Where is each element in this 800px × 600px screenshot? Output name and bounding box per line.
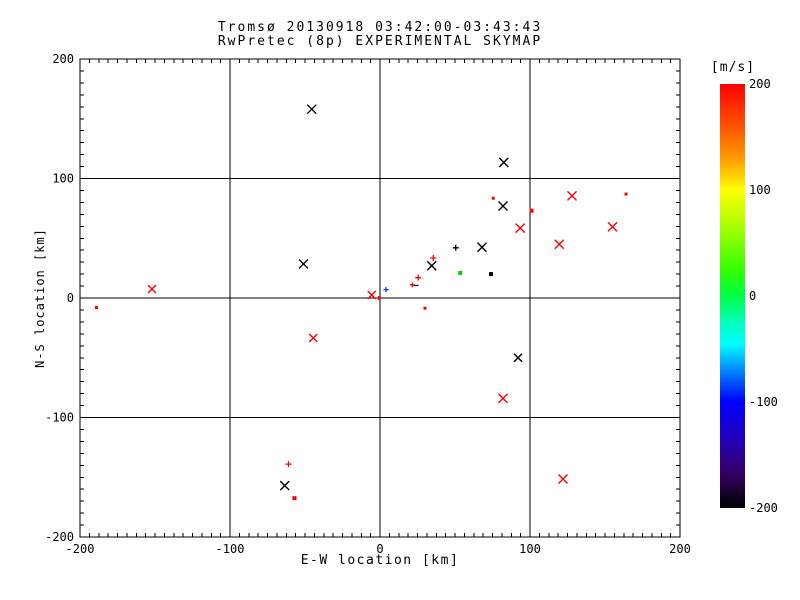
scatter-point-x bbox=[477, 242, 487, 253]
colorbar-tick-label: -100 bbox=[749, 395, 778, 409]
scatter-point-dot bbox=[491, 196, 495, 200]
scatter-point-plus bbox=[383, 287, 389, 293]
scatter-point-plus bbox=[285, 461, 292, 468]
scatter-point-x bbox=[558, 474, 568, 485]
x-axis-label: E-W location [km] bbox=[300, 553, 460, 568]
axis-ticks bbox=[79, 58, 681, 538]
colorbar-unit-label: [m/s] bbox=[710, 60, 756, 75]
scatter-points bbox=[95, 104, 628, 501]
plot-title-line2: RwPretec (8p) EXPERIMENTAL SKYMAP bbox=[217, 34, 543, 49]
scatter-point-x bbox=[498, 157, 509, 168]
scatter-point-x bbox=[367, 290, 377, 300]
y-tick-label: -200 bbox=[45, 530, 74, 544]
colorbar-tick-labels: 200 100 0 -100 -200 bbox=[749, 77, 778, 515]
scatter-point-x bbox=[308, 333, 318, 343]
scatter-point-x bbox=[298, 258, 309, 269]
colorbar-tick-label: 200 bbox=[749, 77, 771, 91]
scatter-point-plus bbox=[430, 254, 437, 261]
scatter-point-plus bbox=[376, 296, 381, 300]
scatter-point-x bbox=[515, 223, 526, 234]
scatter-point-dot bbox=[458, 270, 463, 275]
scatter-point-x bbox=[426, 260, 437, 271]
x-tick-labels: -200 -100 0 100 200 bbox=[66, 542, 691, 556]
scatter-point-dot bbox=[624, 192, 628, 196]
scatter-point-x bbox=[498, 393, 508, 404]
scatter-point-x bbox=[147, 284, 157, 294]
x-tick-label: -100 bbox=[216, 542, 245, 556]
scatter-point-dot bbox=[292, 496, 297, 501]
colorbar-gradient bbox=[720, 84, 745, 508]
scatter-point-dot bbox=[529, 208, 534, 213]
plot-title-line1: Tromsø 20130918 03:42:00-03:43:43 bbox=[217, 20, 543, 35]
scatter-point-dot bbox=[489, 272, 493, 277]
y-tick-label: -100 bbox=[45, 411, 74, 425]
y-tick-label: 0 bbox=[67, 291, 74, 305]
scatter-point-x bbox=[554, 239, 565, 250]
x-tick-label: 0 bbox=[376, 542, 383, 556]
colorbar-tick-label: 100 bbox=[749, 183, 771, 197]
y-tick-labels: -200 -100 0 100 200 bbox=[45, 52, 74, 544]
scatter-point-x bbox=[513, 353, 523, 363]
scatter-point-x bbox=[607, 221, 618, 232]
y-tick-label: 100 bbox=[52, 172, 74, 186]
scatter-point-plus bbox=[452, 244, 459, 251]
scatter-point-dot bbox=[95, 306, 98, 310]
scatter-point-dot bbox=[423, 306, 427, 310]
scatter-point-x bbox=[279, 480, 290, 491]
scatter-point-x bbox=[567, 190, 577, 201]
colorbar-tick-label: 0 bbox=[749, 289, 756, 303]
x-tick-label: 200 bbox=[669, 542, 691, 556]
y-tick-label: 200 bbox=[52, 52, 74, 66]
scatter-point-x bbox=[306, 104, 317, 115]
x-tick-label: -200 bbox=[66, 542, 95, 556]
scatter-point-plus bbox=[415, 274, 422, 281]
x-tick-label: 100 bbox=[519, 542, 541, 556]
colorbar-tick-label: -200 bbox=[749, 501, 778, 515]
scatter-point-x bbox=[498, 200, 508, 211]
